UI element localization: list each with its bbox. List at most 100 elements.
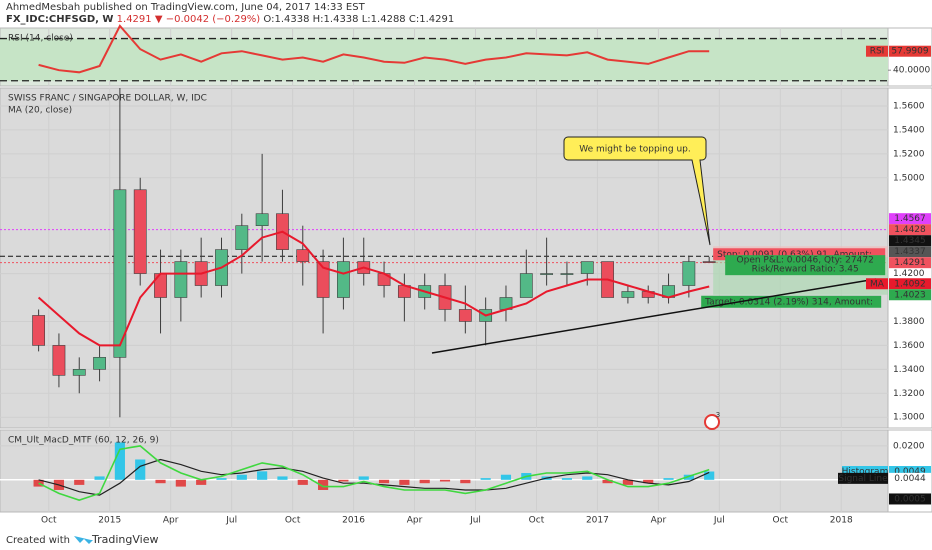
x-tick-label: Apr — [651, 516, 667, 526]
histogram-bar — [419, 479, 430, 484]
level-badge-box — [889, 278, 931, 290]
y-tick-label: 0.0200 — [893, 441, 925, 451]
histogram-bar — [74, 479, 85, 485]
candle-body — [621, 291, 635, 298]
histogram-bar — [216, 478, 227, 480]
level-badge-box — [889, 224, 931, 236]
histogram-bar — [94, 476, 105, 480]
histogram-bar — [175, 479, 186, 487]
candle-body — [316, 261, 330, 298]
histogram-bar — [155, 479, 166, 484]
event-badge: 3 — [716, 411, 720, 419]
candle-body — [560, 273, 574, 275]
level-badge: 1.4567 — [894, 214, 926, 224]
ohlc: O:1.4338 — [263, 14, 309, 25]
histogram-bar — [480, 478, 491, 480]
callout — [563, 136, 711, 246]
x-tick-label: Jul — [713, 516, 725, 526]
candle-body — [32, 315, 46, 346]
ohlc: L:1.4288 — [362, 14, 406, 25]
candle-body — [72, 369, 86, 376]
y-tick-label: 40.0000 — [893, 66, 930, 76]
panel-bg — [0, 429, 889, 513]
histogram-bar — [277, 476, 288, 480]
histogram-bar — [236, 474, 247, 480]
histogram-bar — [135, 459, 146, 480]
axis-bg — [887, 27, 932, 87]
y-tick-label: 1.5400 — [893, 125, 925, 135]
histogram-bar — [602, 479, 613, 484]
histogram-bar — [561, 478, 573, 480]
histogram-bar — [704, 471, 715, 480]
histogram-bar — [297, 479, 308, 485]
candle-body — [133, 189, 147, 274]
histogram-bar — [358, 476, 369, 480]
histogram-bar — [663, 478, 674, 480]
x-tick-label: Oct — [773, 516, 789, 526]
x-tick-label: Apr — [163, 516, 179, 526]
y-tick-label: 1.3800 — [893, 317, 925, 327]
level-badge-box — [889, 289, 931, 301]
rr-text: Risk/Reward Ratio: 3.45 — [752, 265, 859, 275]
title: SWISS FRANC / SINGAPORE DOLLAR, W, IDC — [8, 94, 207, 104]
level-badge: 1.4092 — [894, 279, 926, 289]
histogram-bar — [683, 474, 694, 480]
x-tick-label: 2017 — [586, 516, 609, 526]
extra-badge-box — [889, 493, 931, 505]
level-badge: 1.4337 — [894, 247, 926, 257]
publisher: AhmedMesbah published on TradingView.com… — [6, 2, 366, 13]
x-tick-label: 2015 — [98, 516, 121, 526]
rsi-line — [38, 24, 710, 74]
logo — [74, 536, 93, 544]
macd-line — [38, 445, 710, 501]
last: 1.4291 — [117, 14, 152, 25]
y-tick-label: 1.3600 — [893, 341, 925, 351]
x-tick-label: Oct — [529, 516, 545, 526]
ma-badge-box — [866, 278, 888, 290]
hist-name: Histogram — [842, 467, 889, 477]
legend: RSI (14, close) — [8, 34, 73, 44]
histogram-bar — [378, 479, 390, 484]
rsi-value: 57.9909 — [891, 47, 928, 57]
x-tick-label: Apr — [407, 516, 423, 526]
x-tick-label: Oct — [285, 516, 301, 526]
x-tick-label: Jul — [469, 516, 481, 526]
x-tick-label: 2016 — [342, 516, 365, 526]
stop-text: Stop: 0.0091 (0.63%) 91, Amount: — [717, 250, 872, 260]
candle-body — [296, 249, 310, 262]
footer-brand: TradingView — [91, 533, 158, 546]
event-icon — [704, 414, 720, 430]
histogram-bar — [500, 474, 512, 480]
histogram-bar — [439, 479, 451, 482]
x-tick-label: Jul — [225, 516, 237, 526]
candle-body — [337, 261, 350, 298]
y-tick-label: 1.3000 — [893, 413, 925, 423]
hist-value: 0.0049 — [894, 467, 926, 477]
level-badge-box — [889, 257, 931, 269]
histogram-bar — [338, 479, 349, 482]
y-tick-label: 1.4200 — [893, 269, 925, 279]
trend-line — [431, 278, 877, 354]
candle-body — [235, 225, 249, 250]
candle-body — [52, 345, 66, 376]
candle-body — [519, 273, 533, 298]
signal-value-box — [889, 472, 931, 484]
candle-body — [580, 261, 594, 274]
candle-body — [702, 261, 716, 263]
pnl-text: Open P&L: 0.0046, Qty: 27472 — [737, 256, 874, 266]
candle-body — [93, 357, 106, 370]
candle-body — [540, 273, 554, 275]
candle-body — [458, 309, 472, 322]
level-badge-box — [889, 246, 931, 258]
level-badge-box — [889, 213, 931, 225]
y-tick-label: 1.3200 — [893, 389, 925, 399]
candle-body — [682, 261, 696, 286]
rsi-badge-box — [866, 45, 888, 57]
legend: CM_Ult_MacD_MTF (60, 12, 26, 9) — [8, 436, 159, 446]
legend: MA (20, close) — [8, 106, 72, 116]
target-text: Target: 0.0314 (2.19%) 314, Amount: — [704, 297, 873, 307]
histogram-bar — [460, 479, 471, 484]
histogram-bar — [399, 479, 410, 485]
histogram-bar — [318, 479, 329, 490]
